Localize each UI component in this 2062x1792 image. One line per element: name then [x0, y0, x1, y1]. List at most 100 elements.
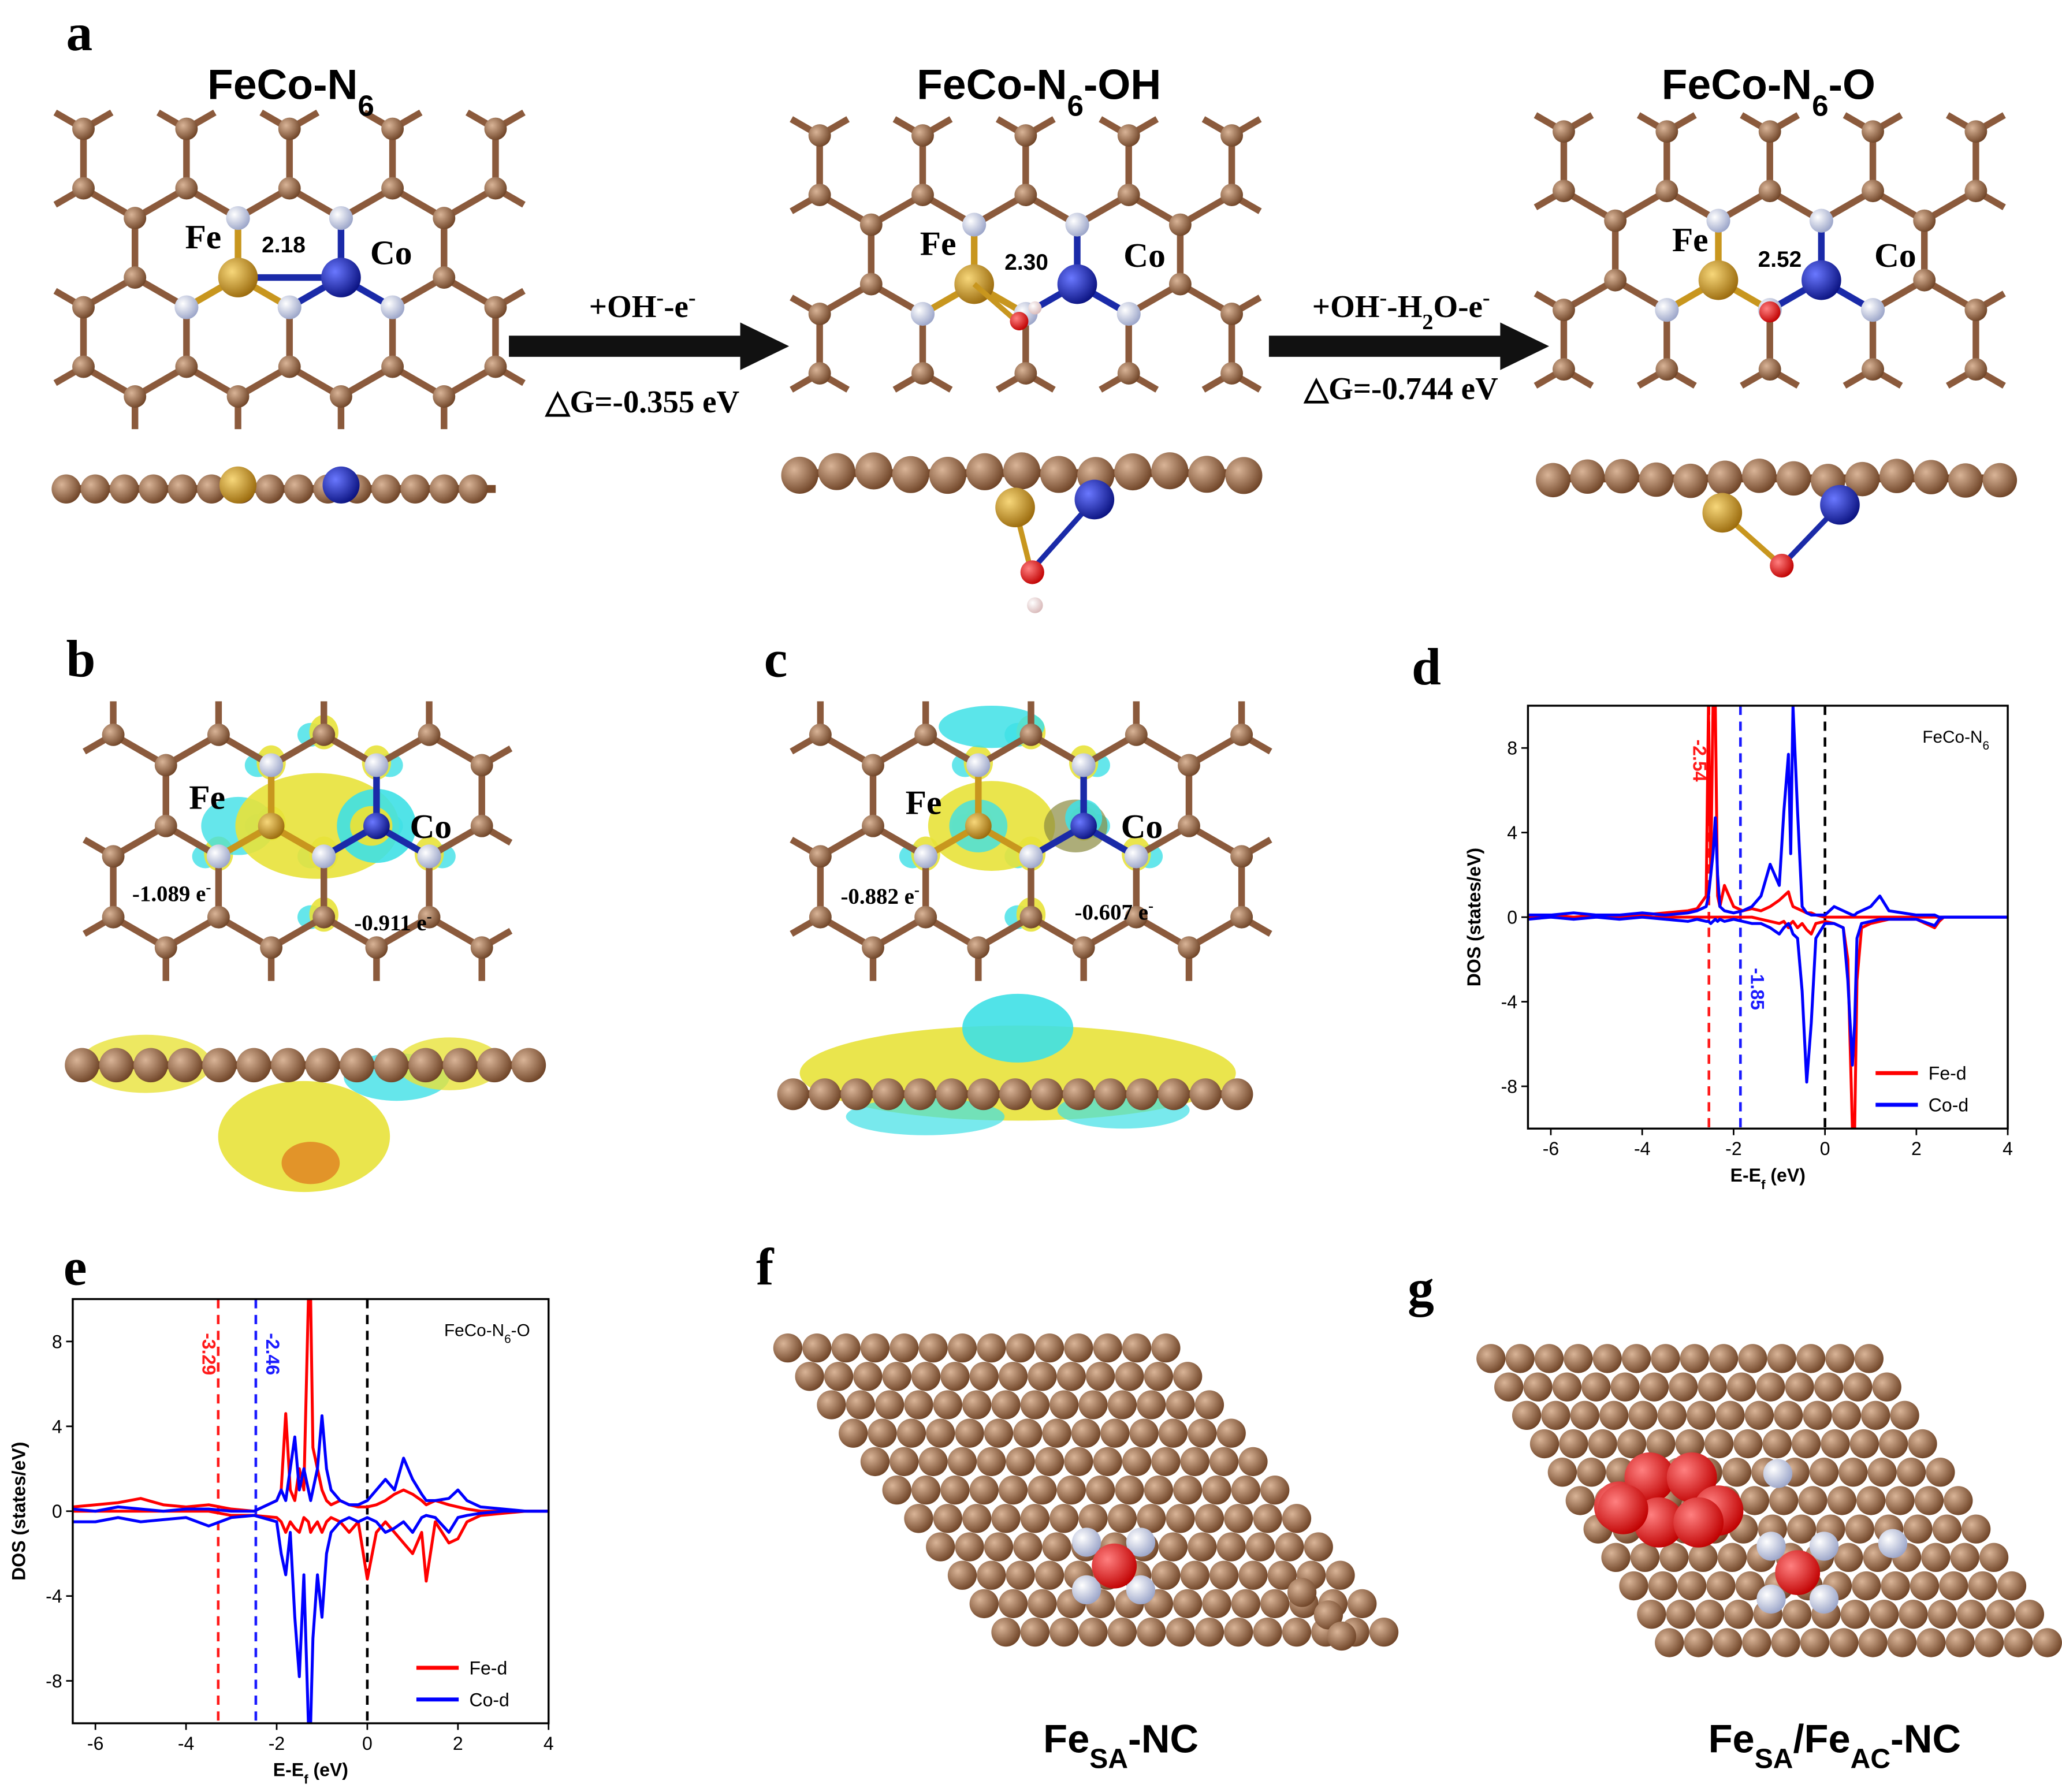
- text-part: 6: [1067, 89, 1084, 122]
- atom: [1238, 1447, 1268, 1477]
- atom: [1065, 213, 1089, 237]
- atom: [1216, 1418, 1246, 1448]
- atom: [914, 906, 937, 929]
- atom: [1049, 1617, 1079, 1647]
- text-part: E-E: [273, 1760, 304, 1780]
- text-part: SA: [1089, 1743, 1128, 1774]
- atom: [999, 1078, 1031, 1111]
- atom: [433, 207, 456, 230]
- atom: [1709, 1344, 1739, 1373]
- y-tick-label: 8: [1507, 738, 1517, 759]
- atom: [773, 1333, 803, 1363]
- panel-label: c: [764, 629, 788, 688]
- band-center-label: -2.54: [1689, 740, 1710, 782]
- atom: [1125, 906, 1148, 929]
- atom: [1173, 1362, 1203, 1391]
- atom: [1570, 1400, 1599, 1430]
- atom: [418, 723, 441, 746]
- atom: [1932, 1514, 1961, 1544]
- atom: [892, 456, 929, 493]
- atom: [840, 1078, 873, 1111]
- atom: [998, 1362, 1028, 1391]
- atom: [1814, 1372, 1844, 1402]
- dos-line: [72, 1414, 549, 1513]
- atom: [1961, 1514, 1991, 1544]
- atom: [1231, 1589, 1261, 1619]
- reaction: +OH--e-: [589, 286, 696, 324]
- structures: [51, 109, 2062, 1657]
- atom: [977, 1447, 1006, 1477]
- atom: [1194, 1504, 1224, 1533]
- atom: [1878, 1529, 1908, 1558]
- atom: [1238, 1560, 1268, 1590]
- atom: [1913, 209, 1936, 232]
- atom: [1964, 180, 1987, 203]
- model-label: FeSA/FeAC-NC: [1709, 1716, 1961, 1774]
- atom: [1151, 452, 1189, 490]
- side-view: [51, 466, 496, 504]
- atom: [1717, 1543, 1747, 1572]
- legend-label: Fe-d: [469, 1657, 507, 1678]
- atom: [1913, 269, 1936, 292]
- atom: [1809, 208, 1833, 233]
- atom: [102, 723, 125, 746]
- atom: [1034, 1333, 1065, 1363]
- atom: [1168, 213, 1192, 236]
- x-tick-label: 4: [2003, 1138, 2013, 1159]
- atom: [1908, 1429, 1937, 1459]
- atom: [1028, 1362, 1057, 1391]
- atom: [1178, 814, 1200, 837]
- atom: [1698, 1372, 1727, 1402]
- atom: [1770, 553, 1794, 578]
- atom: [1695, 1600, 1725, 1629]
- atom: [1733, 1429, 1763, 1459]
- atom: [1552, 1372, 1582, 1402]
- atom: [795, 1362, 824, 1391]
- atom: [1669, 1372, 1698, 1402]
- atom: [914, 844, 938, 869]
- atom: [418, 906, 441, 929]
- text-part: -: [1483, 286, 1490, 310]
- atom: [1064, 1447, 1093, 1477]
- bond-length: 2.30: [1004, 250, 1048, 275]
- atom: [1116, 301, 1141, 326]
- atom: [1028, 1589, 1057, 1619]
- x-tick-label: -2: [1725, 1138, 1741, 1159]
- atom: [1209, 1447, 1239, 1477]
- atom: [1220, 184, 1244, 206]
- atom: [1927, 1600, 1957, 1629]
- atom: [329, 385, 352, 408]
- atom: [1796, 1344, 1826, 1373]
- atom: [1071, 1575, 1101, 1605]
- atom: [1202, 1475, 1231, 1505]
- side-view: [777, 993, 1253, 1135]
- atom: [1724, 1600, 1754, 1629]
- text-part: E-E: [1730, 1165, 1761, 1186]
- atom: [1085, 1475, 1115, 1505]
- atom: [991, 1617, 1021, 1647]
- atom: [51, 474, 81, 504]
- atom: [809, 1078, 841, 1111]
- atom: [1327, 1621, 1356, 1651]
- atom: [1974, 1628, 2004, 1657]
- atom: [1107, 1504, 1137, 1533]
- atom: [1803, 1400, 1832, 1430]
- atom: [1304, 1532, 1333, 1562]
- atom-label: Fe: [920, 225, 956, 263]
- atom: [1849, 1429, 1879, 1459]
- atom: [1137, 1617, 1166, 1647]
- atom: [1577, 1458, 1606, 1487]
- atom: [1020, 1390, 1050, 1420]
- arrows: [509, 322, 1550, 370]
- atom: [1559, 1429, 1588, 1459]
- text-part: -: [1148, 897, 1153, 915]
- legend-label: Co-d: [1929, 1095, 1968, 1116]
- atom: [1020, 560, 1044, 584]
- atom: [1107, 1390, 1137, 1420]
- text-part: SA: [1755, 1743, 1793, 1774]
- atom: [1726, 1372, 1756, 1402]
- atom: [1260, 1475, 1290, 1505]
